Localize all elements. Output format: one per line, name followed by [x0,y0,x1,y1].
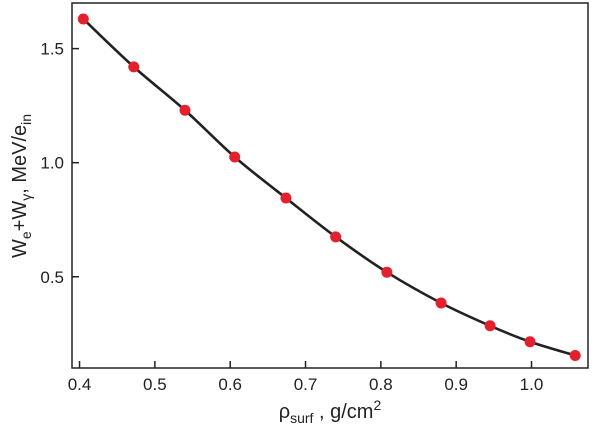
data-point [128,61,140,73]
x-axis-title-rest: , g/cm [313,401,373,423]
y-tick-label: 1.0 [40,154,64,173]
y-axis-title-s1: e [18,231,34,239]
x-tick-label: 1.0 [520,375,544,394]
x-axis-title: ρsurf , g/cm2 [279,397,382,426]
data-point [524,336,536,348]
y-axis-title-p2: +W [9,201,31,232]
x-tick-label: 0.5 [143,375,167,394]
data-point [381,266,393,278]
data-point [330,231,342,243]
data-point [569,349,581,361]
data-point [484,320,496,332]
plot-frame [71,2,589,369]
y-tick-label: 1.5 [40,40,64,59]
y-tick-label: 0.5 [40,268,64,287]
x-tick-label: 0.6 [218,375,242,394]
ticks-layer: 0.4 0.5 0.6 0.7 0.8 0.9 1.0 0.5 1.0 1.5 [40,40,543,394]
data-point [179,104,191,116]
data-point [280,192,292,204]
x-tick-label: 0.9 [444,375,468,394]
x-tick-label: 0.4 [68,375,92,394]
points-layer [77,13,581,361]
x-axis-title-sup: 2 [373,397,381,413]
x-tick-label: 0.7 [294,375,318,394]
y-axis-title: We+Wγ, MeV/ein [9,114,34,258]
fit-curve [82,18,576,357]
y-axis-title-s2: γ [18,194,34,201]
x-axis-title-sub: surf [290,410,313,426]
data-point [229,151,241,163]
y-axis-title-p1: W [9,239,31,258]
y-axis-title-p3: , MeV/e [9,125,31,194]
data-point [435,297,447,309]
x-tick-label: 0.8 [369,375,393,394]
data-point [77,13,89,25]
x-axis-title-main: ρ [279,401,290,423]
y-axis-title-s3: in [18,114,34,125]
